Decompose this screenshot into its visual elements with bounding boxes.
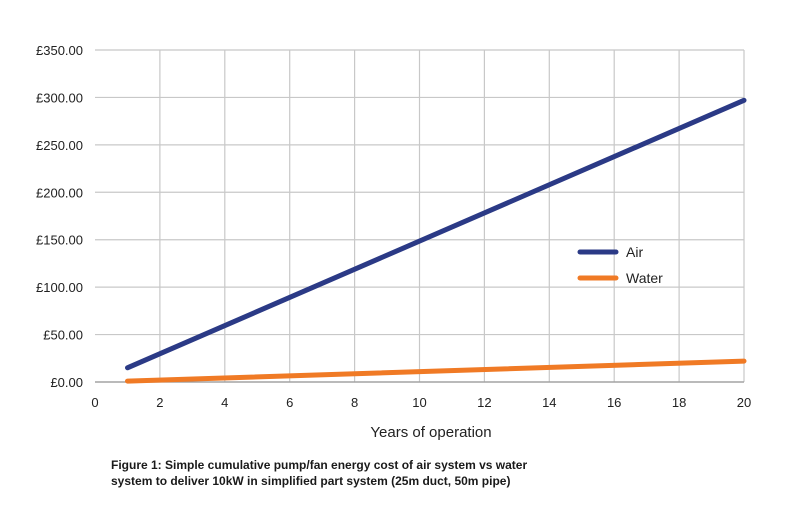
- y-tick-label: £250.00: [36, 138, 83, 153]
- y-tick-label: £300.00: [36, 90, 83, 105]
- x-tick-label: 20: [737, 395, 751, 410]
- x-tick-label: 10: [412, 395, 426, 410]
- x-tick-label: 16: [607, 395, 621, 410]
- series-lines: [125, 97, 747, 384]
- y-tick-label: £100.00: [36, 280, 83, 295]
- figure-caption: Figure 1: Simple cumulative pump/fan ene…: [111, 457, 581, 489]
- series-line-water: [125, 358, 747, 384]
- x-tick-label: 0: [91, 395, 98, 410]
- legend: Air Water: [577, 244, 663, 286]
- x-tick-label: 18: [672, 395, 686, 410]
- caption-line-1: Figure 1: Simple cumulative pump/fan ene…: [111, 458, 528, 472]
- x-tick-label: 4: [221, 395, 228, 410]
- series-line-air: [125, 97, 747, 371]
- x-tick-label: 2: [156, 395, 163, 410]
- x-tick-label: 14: [542, 395, 556, 410]
- x-axis-label: Years of operation: [370, 424, 491, 441]
- x-tick-label: 8: [351, 395, 358, 410]
- y-tick-label: £200.00: [36, 185, 83, 200]
- legend-label-water: Water: [626, 270, 663, 286]
- x-tick-label: 12: [477, 395, 491, 410]
- x-axis-ticks: 0 2 4 6 8 10 12 14 16 18 20: [91, 395, 751, 410]
- y-tick-label: £0.00: [50, 375, 83, 390]
- legend-label-air: Air: [626, 244, 643, 260]
- y-tick-label: £350.00: [36, 43, 83, 58]
- y-tick-label: £50.00: [43, 328, 83, 343]
- grid: [95, 49, 745, 383]
- line-chart: £0.00 £50.00 £100.00 £150.00 £200.00 £250.00 £…: [36, 43, 751, 441]
- x-tick-label: 6: [286, 395, 293, 410]
- caption-line-2: system to deliver 10kW in simplified par…: [111, 474, 511, 488]
- y-tick-label: £150.00: [36, 233, 83, 248]
- y-axis-ticks: £0.00 £50.00 £100.00 £150.00 £200.00 £250.00 £…: [36, 43, 83, 390]
